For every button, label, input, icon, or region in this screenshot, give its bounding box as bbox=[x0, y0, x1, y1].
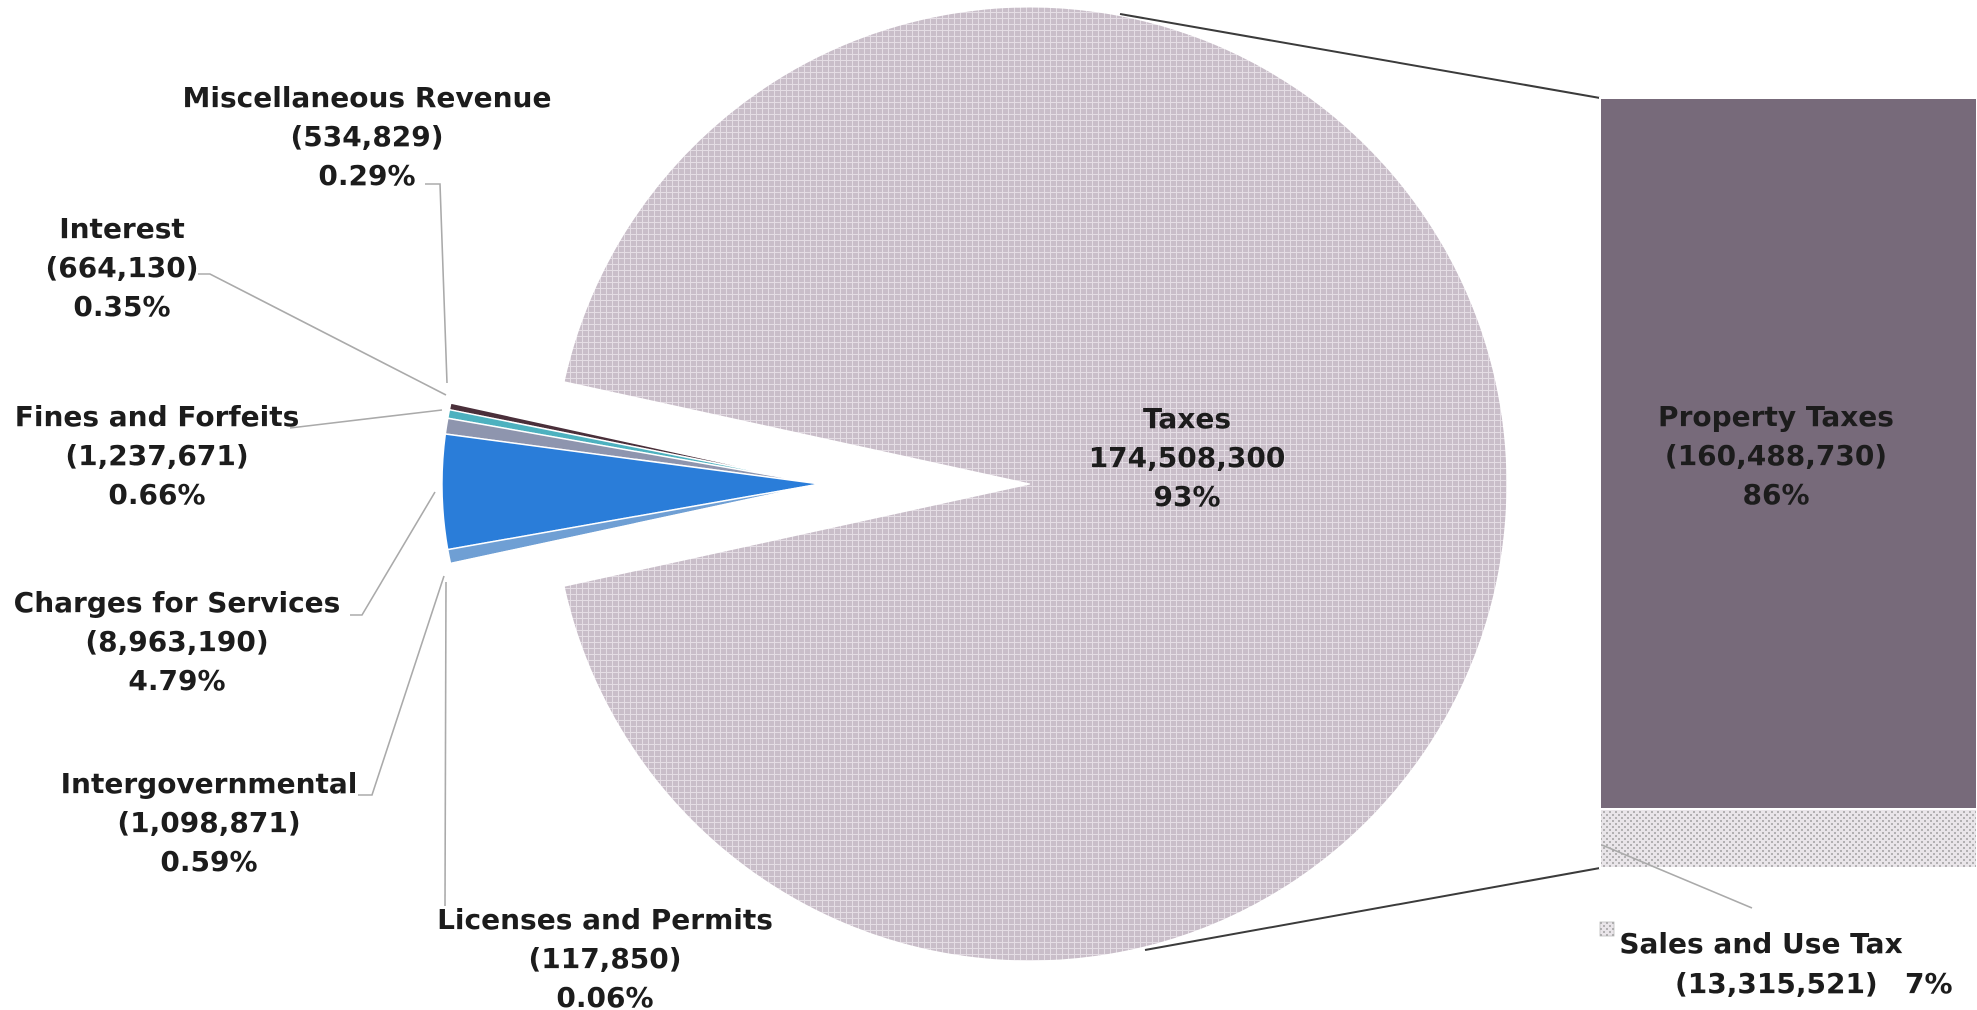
label-property-taxes-category: Property Taxes bbox=[1658, 400, 1894, 433]
label-property-taxes-value: (160,488,730) bbox=[1665, 439, 1887, 472]
label-charges-for-services: Charges for Services (8,963,190) 4.79% bbox=[14, 586, 341, 697]
leader-line-intergovernmental bbox=[358, 575, 445, 796]
legend bbox=[1599, 921, 1615, 937]
label-intergovernmental: Intergovernmental (1,098,871) 0.59% bbox=[61, 767, 358, 878]
label-licenses-and-permits-value: (117,850) bbox=[528, 942, 681, 975]
leader-line-miscellaneous-revenue bbox=[425, 183, 448, 384]
label-fines-and-forfeits-category: Fines and Forfeits bbox=[15, 400, 300, 433]
leader-line-licenses-and-permits bbox=[444, 581, 447, 907]
label-licenses-and-permits-category: Licenses and Permits bbox=[437, 903, 773, 936]
leader-line-sales-and-use-tax bbox=[1601, 844, 1753, 909]
connector-line-bottom bbox=[1144, 867, 1601, 951]
label-interest-category: Interest bbox=[59, 212, 185, 245]
label-interest-value: (664,130) bbox=[45, 251, 198, 284]
label-fines-and-forfeits: Fines and Forfeits (1,237,671) 0.66% bbox=[15, 400, 300, 511]
slice-licenses-and-permits bbox=[449, 483, 821, 566]
label-interest-percent: 0.35% bbox=[73, 290, 170, 323]
leader-line-charges-for-services bbox=[350, 491, 436, 616]
label-taxes-percent: 93% bbox=[1153, 480, 1220, 513]
label-intergovernmental-value: (1,098,871) bbox=[117, 806, 300, 839]
label-charges-for-services-category: Charges for Services bbox=[14, 586, 341, 619]
breakout-bar bbox=[1599, 97, 1977, 869]
label-fines-and-forfeits-value: (1,237,671) bbox=[65, 439, 248, 472]
label-sales-and-use-tax-value: (13,315,521) bbox=[1675, 967, 1878, 1000]
label-property-taxes-percent: 86% bbox=[1742, 478, 1809, 511]
legend-marker-sales-and-use-tax bbox=[1599, 921, 1615, 937]
label-sales-and-use-tax: Sales and Use Tax (13,315,521) 7% bbox=[1619, 927, 1952, 1000]
label-miscellaneous-revenue-percent: 0.29% bbox=[318, 159, 415, 192]
label-taxes: Taxes 174,508,300 93% bbox=[1089, 402, 1286, 513]
label-intergovernmental-percent: 0.59% bbox=[160, 845, 257, 878]
data-labels: Miscellaneous Revenue (534,829) 0.29% Inter… bbox=[14, 81, 1953, 1010]
label-miscellaneous-revenue: Miscellaneous Revenue (534,829) 0.29% bbox=[183, 81, 552, 192]
label-licenses-and-permits-percent: 0.06% bbox=[556, 981, 653, 1010]
label-charges-for-services-value: (8,963,190) bbox=[85, 625, 268, 658]
pie-slices bbox=[441, 6, 1508, 962]
connector-line-top bbox=[1119, 13, 1601, 99]
label-sales-and-use-tax-percent: 7% bbox=[1905, 967, 1953, 1000]
label-miscellaneous-revenue-category: Miscellaneous Revenue bbox=[183, 81, 552, 114]
bar-segment-property-taxes bbox=[1599, 97, 1977, 810]
label-taxes-category: Taxes bbox=[1143, 402, 1231, 435]
connector-lines bbox=[1119, 13, 1601, 951]
label-miscellaneous-revenue-value: (534,829) bbox=[290, 120, 443, 153]
label-fines-and-forfeits-percent: 0.66% bbox=[108, 478, 205, 511]
label-intergovernmental-category: Intergovernmental bbox=[61, 767, 358, 800]
label-property-taxes: Property Taxes (160,488,730) 86% bbox=[1658, 400, 1894, 511]
label-interest: Interest (664,130) 0.35% bbox=[45, 212, 198, 323]
leader-line-interest bbox=[198, 273, 447, 396]
bar-segment-sales-and-use-tax bbox=[1599, 808, 1977, 869]
slice-taxes bbox=[563, 6, 1508, 962]
label-licenses-and-permits: Licenses and Permits (117,850) 0.06% bbox=[437, 903, 773, 1010]
label-charges-for-services-percent: 4.79% bbox=[128, 664, 225, 697]
label-sales-and-use-tax-category: Sales and Use Tax bbox=[1619, 927, 1902, 960]
leader-line-fines-and-forfeits bbox=[289, 409, 443, 429]
leader-lines bbox=[198, 183, 1753, 909]
label-taxes-value: 174,508,300 bbox=[1089, 441, 1286, 474]
